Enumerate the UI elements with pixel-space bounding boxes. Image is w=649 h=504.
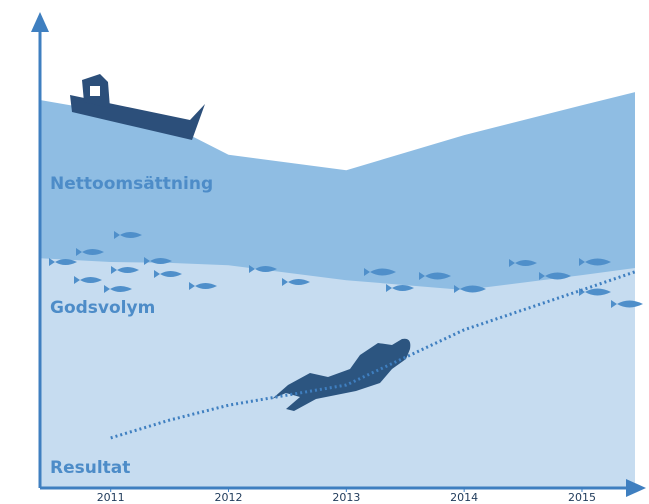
x-tick-label: 2013: [332, 491, 360, 504]
boat: [70, 74, 205, 140]
x-tick-label: 2011: [97, 491, 125, 504]
x-ticks: 2011 2012 2013 2014 2015: [97, 488, 596, 504]
x-tick-label: 2015: [568, 491, 596, 504]
series-label: Nettoomsättning: [50, 174, 213, 194]
series-label: Resultat: [50, 458, 130, 478]
fish: [49, 231, 643, 308]
x-arrow: [626, 479, 646, 497]
areas: [40, 92, 635, 488]
y-arrow: [31, 12, 49, 32]
series-label: Godsvolym: [50, 298, 155, 318]
dotted-line: [110, 270, 636, 440]
x-tick-label: 2014: [450, 491, 478, 504]
area: [40, 258, 635, 488]
axes: [31, 12, 646, 497]
x-tick-label: 2012: [215, 491, 243, 504]
lines: [110, 270, 636, 440]
